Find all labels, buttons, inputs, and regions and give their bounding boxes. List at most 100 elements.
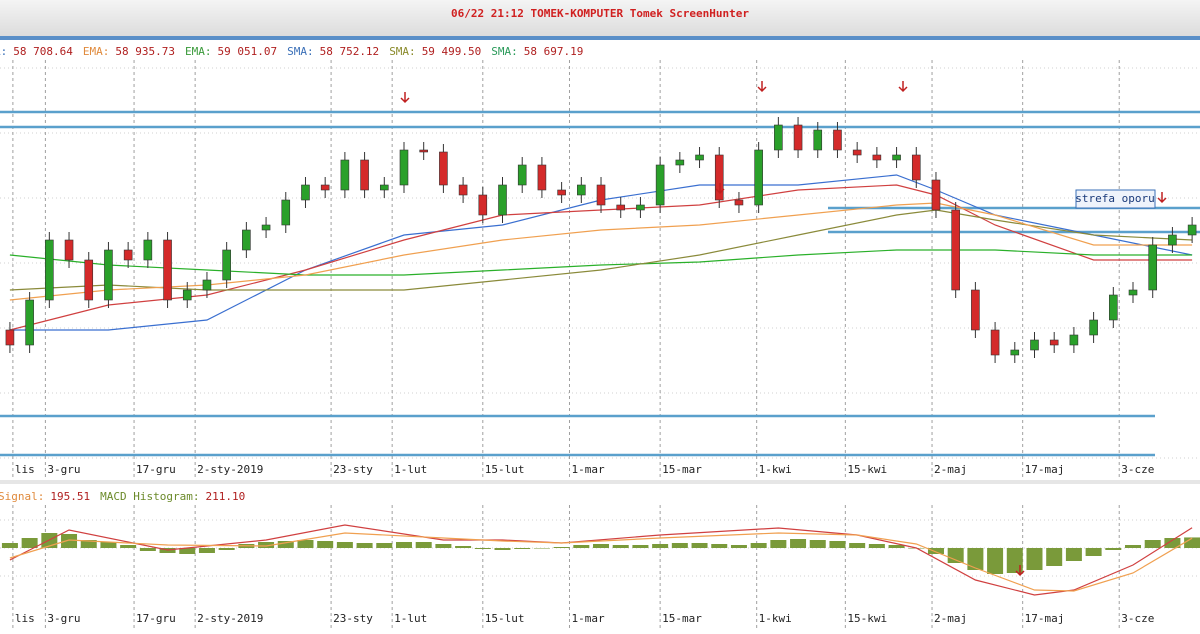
indicator-legend: A: 58 708.64 EMA: 58 935.73 EMA: 59 051.07 SMA… — [0, 45, 583, 503]
x-tick-label: 17-maj — [1025, 463, 1065, 476]
histogram-bar — [770, 540, 787, 548]
moving-average — [9, 174, 1193, 331]
candle-body — [320, 184, 330, 191]
histogram-bar — [139, 548, 156, 551]
candle-body — [872, 154, 882, 161]
histogram-bar — [573, 545, 590, 548]
candle-body — [754, 149, 763, 206]
histogram-bar — [888, 545, 905, 548]
histogram-bar — [61, 534, 78, 548]
x-tick-label: 23-sty — [333, 612, 373, 625]
candle-body — [951, 209, 960, 291]
legend-label: Signal: — [0, 490, 44, 503]
histogram-bar — [317, 541, 334, 548]
candle-body — [163, 239, 172, 301]
x-tick-label: 2-maj — [934, 463, 967, 476]
histogram-bar — [455, 546, 472, 548]
histogram-bar — [218, 548, 235, 550]
candle-body — [537, 164, 547, 191]
legend-value: 59 051.07 — [217, 45, 277, 58]
x-tick-label: 17-gru — [136, 612, 176, 625]
annotation: strefa oporu — [1075, 192, 1154, 205]
panel-separator — [0, 480, 1200, 484]
candle-body — [557, 189, 566, 196]
candle-body — [774, 124, 783, 151]
histogram-bar — [849, 543, 866, 548]
candle-body — [281, 199, 291, 226]
title-border — [0, 36, 1200, 40]
histogram-bar — [987, 548, 1004, 574]
legend-label: A: — [0, 45, 7, 58]
legend-value: 211.10 — [205, 490, 245, 503]
histogram-bar — [967, 548, 984, 570]
candle-body — [104, 249, 113, 301]
histogram-bar — [553, 547, 570, 548]
histogram-bar — [474, 548, 491, 549]
histogram-bar — [632, 545, 649, 548]
legend-value: 58 697.19 — [524, 45, 584, 58]
histogram-bar — [947, 548, 964, 563]
macd-line — [9, 532, 1193, 592]
candle-body — [360, 159, 369, 191]
histogram-bar — [671, 543, 688, 548]
x-tick-label: 1-kwi — [759, 612, 792, 625]
legend-value: 58 752.12 — [320, 45, 380, 58]
legend-value: 58 708.64 — [13, 45, 73, 58]
histogram-bar — [1184, 537, 1200, 548]
candle-body — [971, 289, 980, 331]
candle-body — [655, 164, 665, 206]
histogram-bar — [1125, 545, 1142, 548]
histogram-bar — [652, 544, 669, 548]
histogram-bar — [1065, 548, 1082, 561]
title-bar — [0, 0, 1200, 36]
x-tick-label: 1-mar — [571, 612, 604, 625]
candle-body — [64, 239, 74, 261]
candle-body — [222, 249, 231, 281]
candle-body — [1168, 234, 1177, 246]
candle-body — [517, 164, 527, 186]
histogram-bar — [1046, 548, 1063, 566]
candle-body — [833, 129, 842, 151]
candle-body — [675, 159, 685, 166]
x-tick-label: 3-gru — [47, 463, 80, 476]
annotation-box — [1075, 189, 1156, 209]
candle-body — [1049, 339, 1059, 346]
histogram-bar — [750, 543, 767, 548]
candle-body — [1148, 244, 1158, 291]
candle-body — [1128, 289, 1138, 296]
x-tick-label: 2-maj — [934, 612, 967, 625]
x-tick-label: 2-sty-2019 — [197, 612, 263, 625]
candle-body — [458, 184, 468, 196]
candle-body — [45, 239, 54, 301]
histogram-bar — [1164, 538, 1181, 548]
legend-value: 58 935.73 — [115, 45, 175, 58]
histogram-bar — [711, 544, 728, 548]
histogram-bar — [927, 548, 944, 554]
x-tick-label: 3-cze — [1121, 612, 1154, 625]
x-tick-label: 1-lut — [394, 612, 427, 625]
candle-body — [182, 289, 192, 301]
histogram-bar — [593, 544, 610, 548]
x-tick-label: 15-mar — [662, 612, 702, 625]
candle-body — [399, 149, 409, 186]
histogram-bar — [376, 543, 393, 548]
candle-body — [1187, 224, 1197, 236]
chart-title: 06/22 21:12 TOMEK-KOMPUTER Tomek ScreenH… — [451, 7, 749, 20]
candle-body — [143, 239, 153, 261]
moving-average — [9, 209, 1193, 291]
x-tick-label: lis — [15, 463, 35, 476]
candle-body — [478, 194, 488, 216]
x-tick-label: 1-kwi — [759, 463, 792, 476]
candle-body — [1010, 349, 1020, 356]
moving-average — [9, 184, 1193, 331]
legend-label: SMA: — [491, 45, 518, 58]
histogram-bar — [415, 542, 432, 548]
histogram-bar — [691, 543, 708, 548]
candle-body — [439, 151, 448, 186]
histogram-bar — [514, 548, 531, 549]
legend-value: 195.51 — [50, 490, 90, 503]
x-tick-label: 17-maj — [1025, 612, 1065, 625]
histogram-bar — [100, 542, 117, 548]
legend-label: EMA: — [185, 45, 212, 58]
candle-body — [202, 279, 212, 291]
